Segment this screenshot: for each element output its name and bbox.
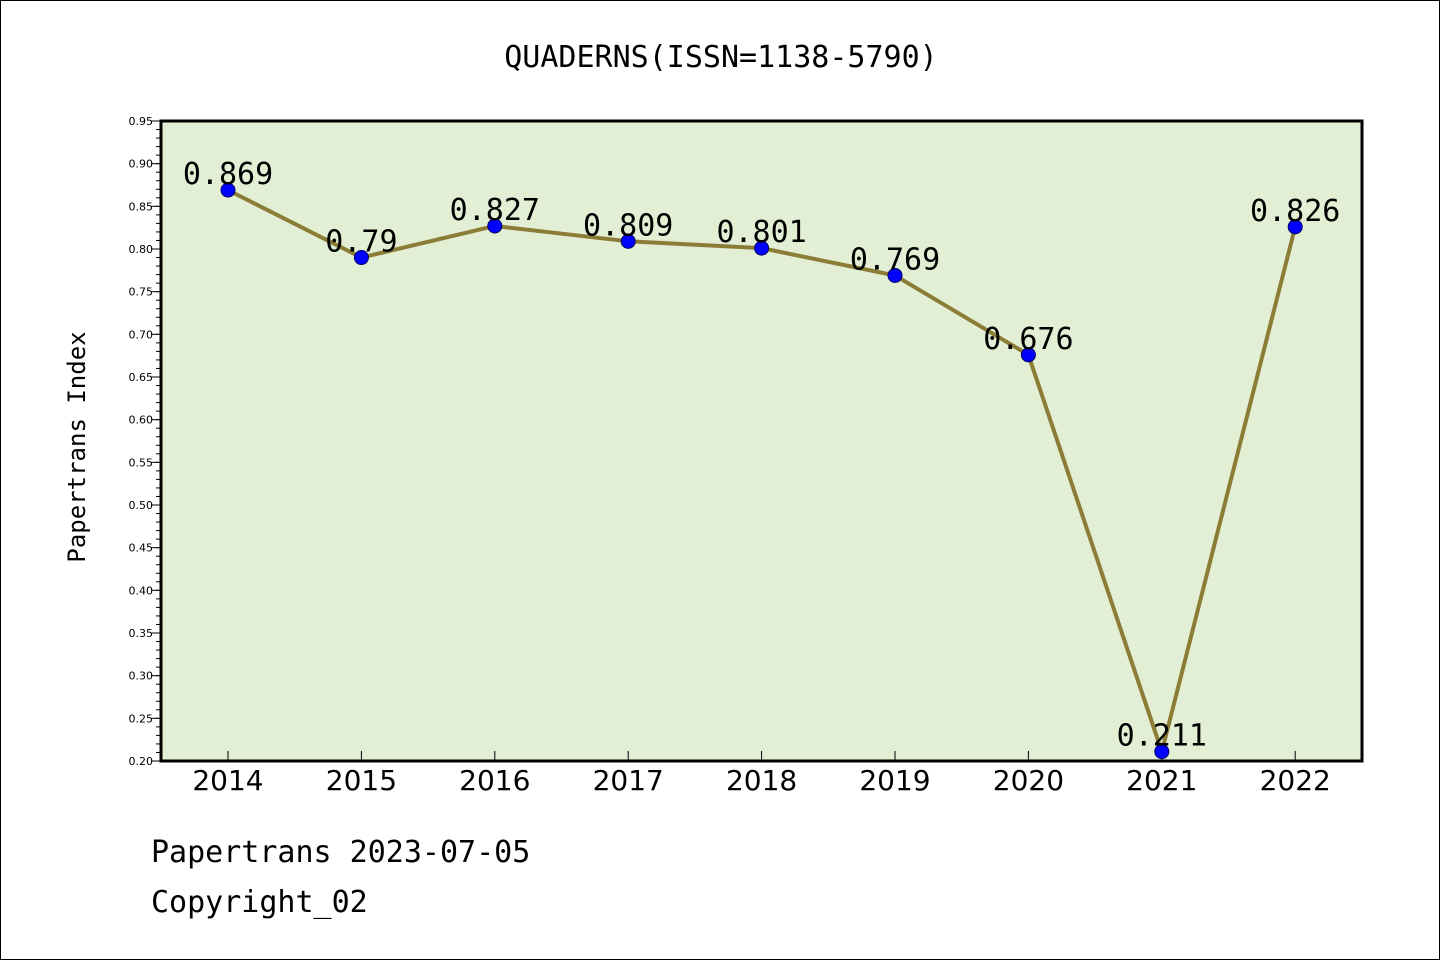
x-tick-label: 2014 xyxy=(192,764,263,797)
plot-border xyxy=(159,119,1364,763)
data-label: 0.801 xyxy=(716,215,806,250)
data-point xyxy=(1287,219,1303,235)
y-tick-label: 0.90 xyxy=(129,158,154,171)
y-tick-label: 0.40 xyxy=(129,584,154,597)
plot-background xyxy=(161,121,1362,761)
data-label: 0.826 xyxy=(1250,194,1340,229)
data-label: 0.827 xyxy=(450,193,540,228)
y-tick-label: 0.95 xyxy=(129,115,154,128)
data-point xyxy=(620,233,636,249)
data-point xyxy=(353,250,369,266)
x-tick-label: 2019 xyxy=(859,764,930,797)
y-tick-label: 0.60 xyxy=(129,414,154,427)
y-tick-label: 0.75 xyxy=(129,286,154,299)
x-tick-label: 2016 xyxy=(459,764,530,797)
y-tick-label: 0.30 xyxy=(129,670,154,683)
y-tick-label: 0.55 xyxy=(129,456,154,469)
chart-title: QUADERNS(ISSN=1138-5790) xyxy=(504,40,937,75)
y-tick-label: 0.70 xyxy=(129,328,154,341)
data-label: 0.211 xyxy=(1117,719,1207,754)
y-tick-label: 0.20 xyxy=(129,755,154,768)
data-label: 0.809 xyxy=(583,208,673,243)
y-axis-label: Papertrans Index xyxy=(63,331,91,562)
footer-copyright: Copyright_02 xyxy=(151,885,368,920)
data-point xyxy=(487,218,503,234)
data-label: 0.676 xyxy=(983,322,1073,357)
x-tick-label: 2017 xyxy=(593,764,664,797)
y-tick-label: 0.65 xyxy=(129,371,154,384)
data-point xyxy=(1020,347,1036,363)
data-point xyxy=(220,182,236,198)
data-label: 0.79 xyxy=(325,225,397,260)
data-point xyxy=(754,240,770,256)
y-tick-label: 0.25 xyxy=(129,712,154,725)
y-tick-label: 0.85 xyxy=(129,200,154,213)
plot-area: 0.20 0.25 0.30 0.35 0.40 0.45 0.50 0.55 0.60 0.65… xyxy=(129,115,1364,797)
x-tick-label: 2020 xyxy=(993,764,1064,797)
y-tick-label: 0.35 xyxy=(129,627,154,640)
x-tick-label: 2015 xyxy=(326,764,397,797)
x-tick-label: 2021 xyxy=(1126,764,1197,797)
x-tick-label: 2022 xyxy=(1260,764,1331,797)
x-tick-label: 2018 xyxy=(726,764,797,797)
data-point xyxy=(887,267,903,283)
footer-date: Papertrans 2023-07-05 xyxy=(151,835,531,870)
y-tick-label: 0.45 xyxy=(129,542,154,555)
y-tick-label: 0.80 xyxy=(129,243,154,256)
data-point xyxy=(1154,744,1170,760)
data-label: 0.869 xyxy=(183,157,273,192)
data-label: 0.769 xyxy=(850,242,940,277)
y-tick-label: 0.50 xyxy=(129,499,154,512)
